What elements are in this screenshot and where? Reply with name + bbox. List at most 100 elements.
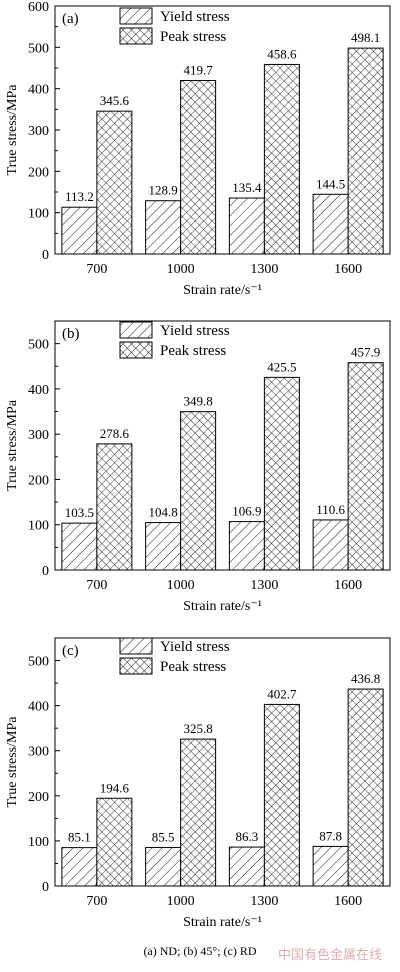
legend-label: Peak stress <box>160 343 226 359</box>
data-label: 103.5 <box>65 505 94 520</box>
y-axis-title: True stress/MPa <box>5 399 20 491</box>
bar-peak <box>180 738 217 887</box>
legend-swatch <box>119 657 153 675</box>
y-tick-label: 0 <box>42 248 49 263</box>
x-tick-label: 1000 <box>167 578 195 593</box>
data-label: 85.1 <box>68 830 91 845</box>
panel-label: (a) <box>62 11 79 27</box>
x-tick-label: 1000 <box>167 262 195 277</box>
watermark: 中国有色金属在线 <box>278 948 383 963</box>
y-axis-title: True stress/MPa <box>5 84 20 176</box>
bar-yield <box>312 519 349 571</box>
data-label: 135.4 <box>232 180 262 195</box>
bar-peak <box>347 688 384 887</box>
y-tick-label: 400 <box>28 383 49 398</box>
legend-swatch <box>119 27 153 45</box>
data-label: 104.8 <box>149 505 178 520</box>
bar-yield <box>61 847 98 887</box>
data-label: 345.6 <box>100 93 130 108</box>
y-tick-label: 0 <box>42 880 49 895</box>
bar-yield <box>228 197 265 255</box>
bar-peak <box>180 411 217 571</box>
y-tick-label: 100 <box>28 835 49 850</box>
x-axis-title: Strain rate/s⁻¹ <box>183 599 262 614</box>
bar-yield <box>228 521 265 571</box>
data-label: 194.6 <box>100 780 130 795</box>
data-label: 128.9 <box>149 183 178 198</box>
bar-peak <box>263 376 300 571</box>
data-label: 436.8 <box>351 671 380 686</box>
bar-yield <box>228 846 265 887</box>
data-label: 325.8 <box>184 721 213 736</box>
bar-yield <box>61 522 98 571</box>
data-label: 402.7 <box>267 686 297 701</box>
y-tick-label: 100 <box>28 519 49 534</box>
x-axis-title: Strain rate/s⁻¹ <box>183 283 262 298</box>
legend-swatch <box>119 7 153 25</box>
y-tick-label: 200 <box>28 790 49 805</box>
x-tick-label: 1300 <box>250 262 278 277</box>
legend-swatch <box>119 341 153 359</box>
figure-caption: (a) ND; (b) 45°; (c) RD <box>143 944 257 958</box>
data-label: 87.8 <box>319 828 342 843</box>
legend-swatch <box>119 637 153 655</box>
data-label: 498.1 <box>351 30 380 45</box>
x-axis-title: Strain rate/s⁻¹ <box>183 915 262 930</box>
x-tick-label: 1600 <box>334 894 362 909</box>
bar-yield <box>312 845 349 887</box>
y-axis-title: True stress/MPa <box>5 716 20 808</box>
x-tick-label: 700 <box>86 894 107 909</box>
data-label: 457.9 <box>351 345 380 360</box>
data-label: 86.3 <box>236 829 259 844</box>
bar-peak <box>96 797 133 887</box>
legend-label: Yield stress <box>160 639 230 655</box>
y-tick-label: 300 <box>28 428 49 443</box>
y-tick-label: 600 <box>28 0 49 15</box>
y-tick-label: 300 <box>28 745 49 760</box>
y-tick-label: 200 <box>28 473 49 488</box>
y-tick-label: 400 <box>28 83 49 98</box>
legend-label: Peak stress <box>160 29 226 45</box>
data-label: 113.2 <box>65 189 94 204</box>
data-label: 349.8 <box>184 394 213 409</box>
y-tick-label: 500 <box>28 41 49 56</box>
bar-peak <box>263 703 300 887</box>
x-tick-label: 700 <box>86 262 107 277</box>
chart-panel-c: 0 100 200 300 400 500 85.1 194.6 700 85.5 325.8 100… <box>5 637 391 930</box>
bar-yield <box>145 522 182 571</box>
chart-panel-b: 0 100 200 300 400 500 103.5 278.6 700 104.8 349.8 1… <box>5 320 391 614</box>
y-tick-label: 300 <box>28 124 49 139</box>
panel-label: (c) <box>62 643 79 659</box>
y-tick-label: 500 <box>28 655 49 670</box>
data-label: 419.7 <box>184 63 214 78</box>
y-tick-label: 400 <box>28 700 49 715</box>
y-tick-label: 0 <box>42 564 49 579</box>
legend-label: Yield stress <box>160 9 230 25</box>
x-tick-label: 1300 <box>250 894 278 909</box>
x-tick-label: 1000 <box>167 894 195 909</box>
x-tick-label: 1600 <box>334 262 362 277</box>
data-label: 425.5 <box>267 359 296 374</box>
data-label: 458.6 <box>267 46 297 61</box>
y-tick-label: 200 <box>28 165 49 180</box>
data-label: 278.6 <box>100 426 130 441</box>
bar-yield <box>145 846 182 887</box>
data-label: 106.9 <box>232 504 261 519</box>
plot-frame <box>54 637 391 887</box>
bar-peak <box>96 443 133 571</box>
data-label: 144.5 <box>316 176 345 191</box>
bar-peak <box>347 47 384 255</box>
bar-yield <box>61 206 98 255</box>
chart-panel-a: 0 100 200 300 400 500 600 113.2 345.6 700 128.9 419… <box>5 0 391 298</box>
plot-frame <box>54 320 391 571</box>
data-label: 85.5 <box>152 829 175 844</box>
legend-label: Yield stress <box>160 323 230 339</box>
y-tick-label: 500 <box>28 338 49 353</box>
x-tick-label: 700 <box>86 578 107 593</box>
bar-peak <box>347 362 384 571</box>
bar-peak <box>96 110 133 255</box>
bar-peak <box>180 80 217 255</box>
bar-yield <box>312 193 349 255</box>
x-tick-label: 1600 <box>334 578 362 593</box>
